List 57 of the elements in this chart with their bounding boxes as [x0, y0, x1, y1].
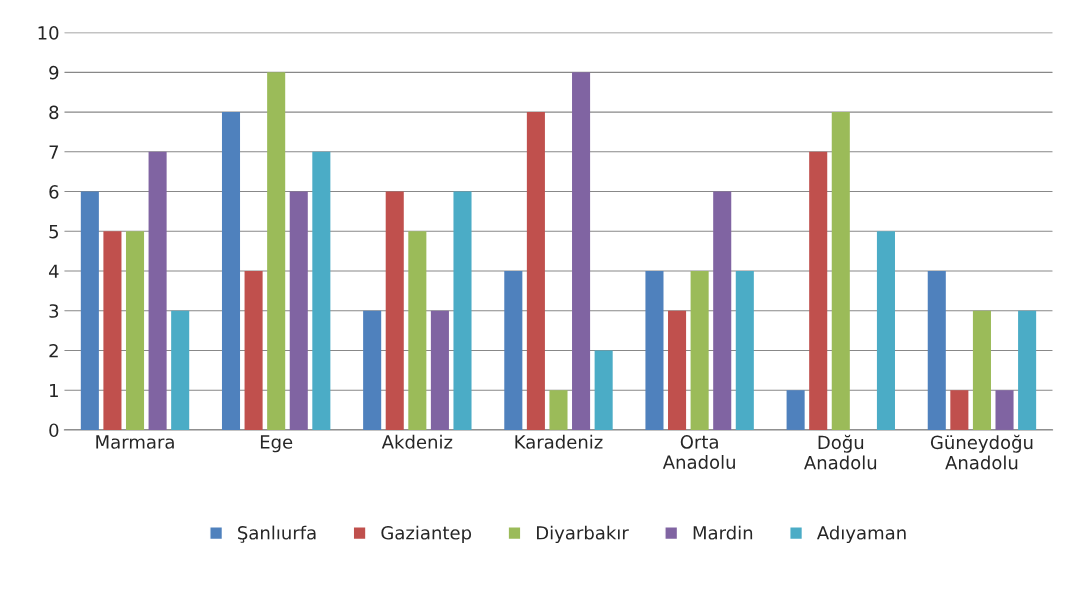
bar — [267, 72, 286, 430]
bar — [526, 112, 545, 430]
legend-label: Şanlıurfa — [238, 525, 316, 543]
bar — [103, 231, 122, 430]
bar — [995, 390, 1014, 430]
x-tick-label: Marmara — [96, 435, 174, 449]
y-tick-label: 7 — [49, 145, 59, 159]
bar — [80, 191, 99, 430]
bar — [221, 112, 241, 430]
bar — [972, 310, 991, 430]
y-tick-label: 5 — [49, 224, 58, 239]
legend-label: Diyarbakır — [537, 525, 629, 544]
bar — [668, 310, 687, 430]
bar — [504, 271, 523, 430]
bar — [809, 151, 828, 430]
bar — [244, 271, 263, 430]
bar — [786, 390, 805, 430]
bar — [735, 271, 754, 430]
bar — [1018, 310, 1037, 430]
bar — [594, 350, 613, 430]
x-tick-label: Doğu Anadolu — [804, 434, 877, 470]
bar — [289, 191, 308, 430]
y-tick-label: 10 — [38, 26, 59, 40]
x-tick-label: Orta Anadolu — [662, 435, 735, 469]
y-tick-label: 4 — [48, 264, 59, 278]
bar — [572, 72, 591, 430]
bar — [831, 112, 850, 430]
y-tick-label: 9 — [49, 65, 59, 80]
bar — [408, 231, 427, 430]
y-tick-label: 2 — [49, 343, 58, 358]
bar — [690, 271, 709, 430]
legend-label: Adıyaman — [816, 525, 906, 544]
bar — [430, 310, 449, 430]
x-tick-label: Güneydoğu Anadolu — [930, 434, 1033, 470]
bar — [549, 390, 568, 430]
bar — [171, 310, 190, 430]
y-tick-label: 1 — [50, 383, 58, 398]
y-tick-label: 0 — [49, 423, 59, 438]
x-tick-label: Karadeniz — [515, 434, 603, 449]
y-tick-label: 8 — [49, 105, 59, 120]
bar — [125, 231, 145, 430]
bar — [148, 151, 167, 430]
y-tick-label: 3 — [49, 304, 59, 318]
x-tick-label: Akdeniz — [381, 434, 453, 449]
bar — [385, 191, 404, 430]
bar — [312, 151, 331, 430]
bar — [927, 271, 946, 430]
bar — [453, 191, 472, 430]
bar — [645, 271, 664, 430]
legend-label: Gaziantep — [381, 525, 472, 544]
bar — [950, 390, 969, 430]
bar — [876, 231, 895, 430]
y-tick-label: 6 — [49, 185, 59, 199]
bar — [713, 191, 732, 430]
legend-label: Mardin — [693, 525, 753, 540]
x-tick-label: Ege — [260, 435, 293, 453]
bar — [363, 310, 382, 430]
